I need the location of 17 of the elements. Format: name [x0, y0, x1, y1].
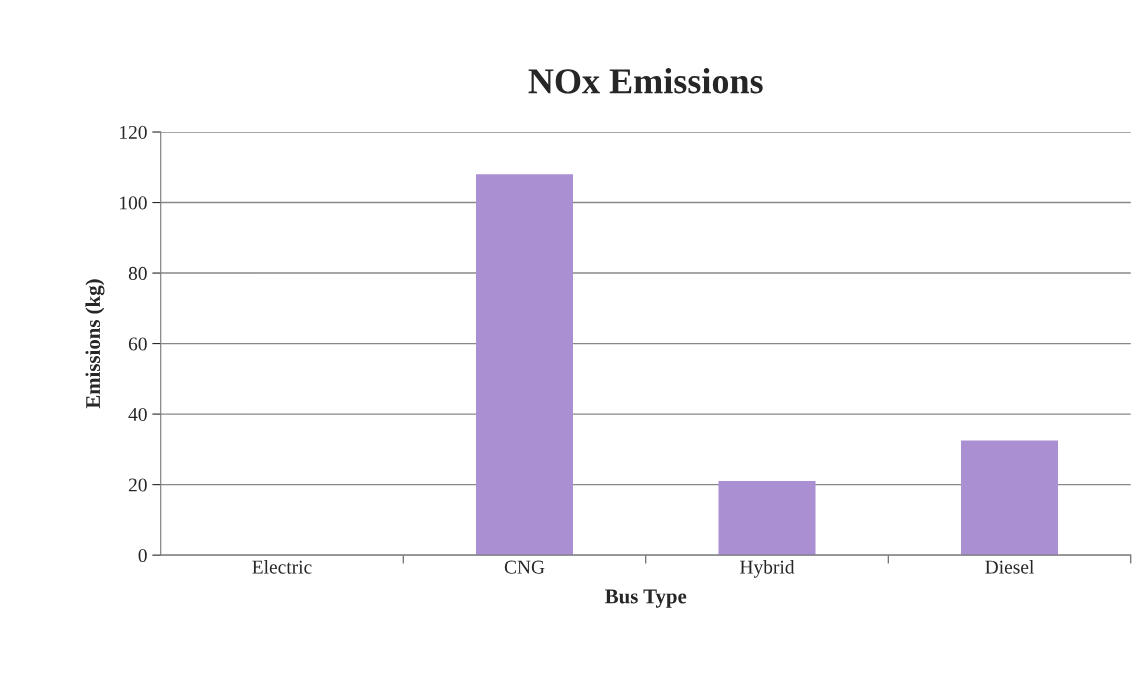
bar — [475, 174, 573, 556]
y-tick-label: 20 — [128, 478, 147, 492]
y-tick-label: 100 — [120, 196, 147, 210]
y-tick-label: 80 — [128, 266, 147, 280]
chart-title: NOx Emissions — [528, 68, 763, 94]
x-tick-label: Hybrid — [740, 560, 795, 578]
x-tick-label: CNG — [504, 560, 545, 574]
y-tick-label: 0 — [138, 548, 147, 563]
x-axis-title: Bus Type — [605, 589, 687, 608]
y-axis-title: Emissions (kg) — [85, 279, 105, 409]
y-tick-label: 120 — [120, 125, 147, 139]
bar — [718, 481, 816, 556]
x-tick-label: Diesel — [985, 560, 1034, 574]
bar — [961, 440, 1059, 556]
y-tick-label: 60 — [128, 337, 147, 351]
x-tick-label: Electric — [252, 560, 312, 574]
y-tick-label: 40 — [128, 407, 147, 422]
